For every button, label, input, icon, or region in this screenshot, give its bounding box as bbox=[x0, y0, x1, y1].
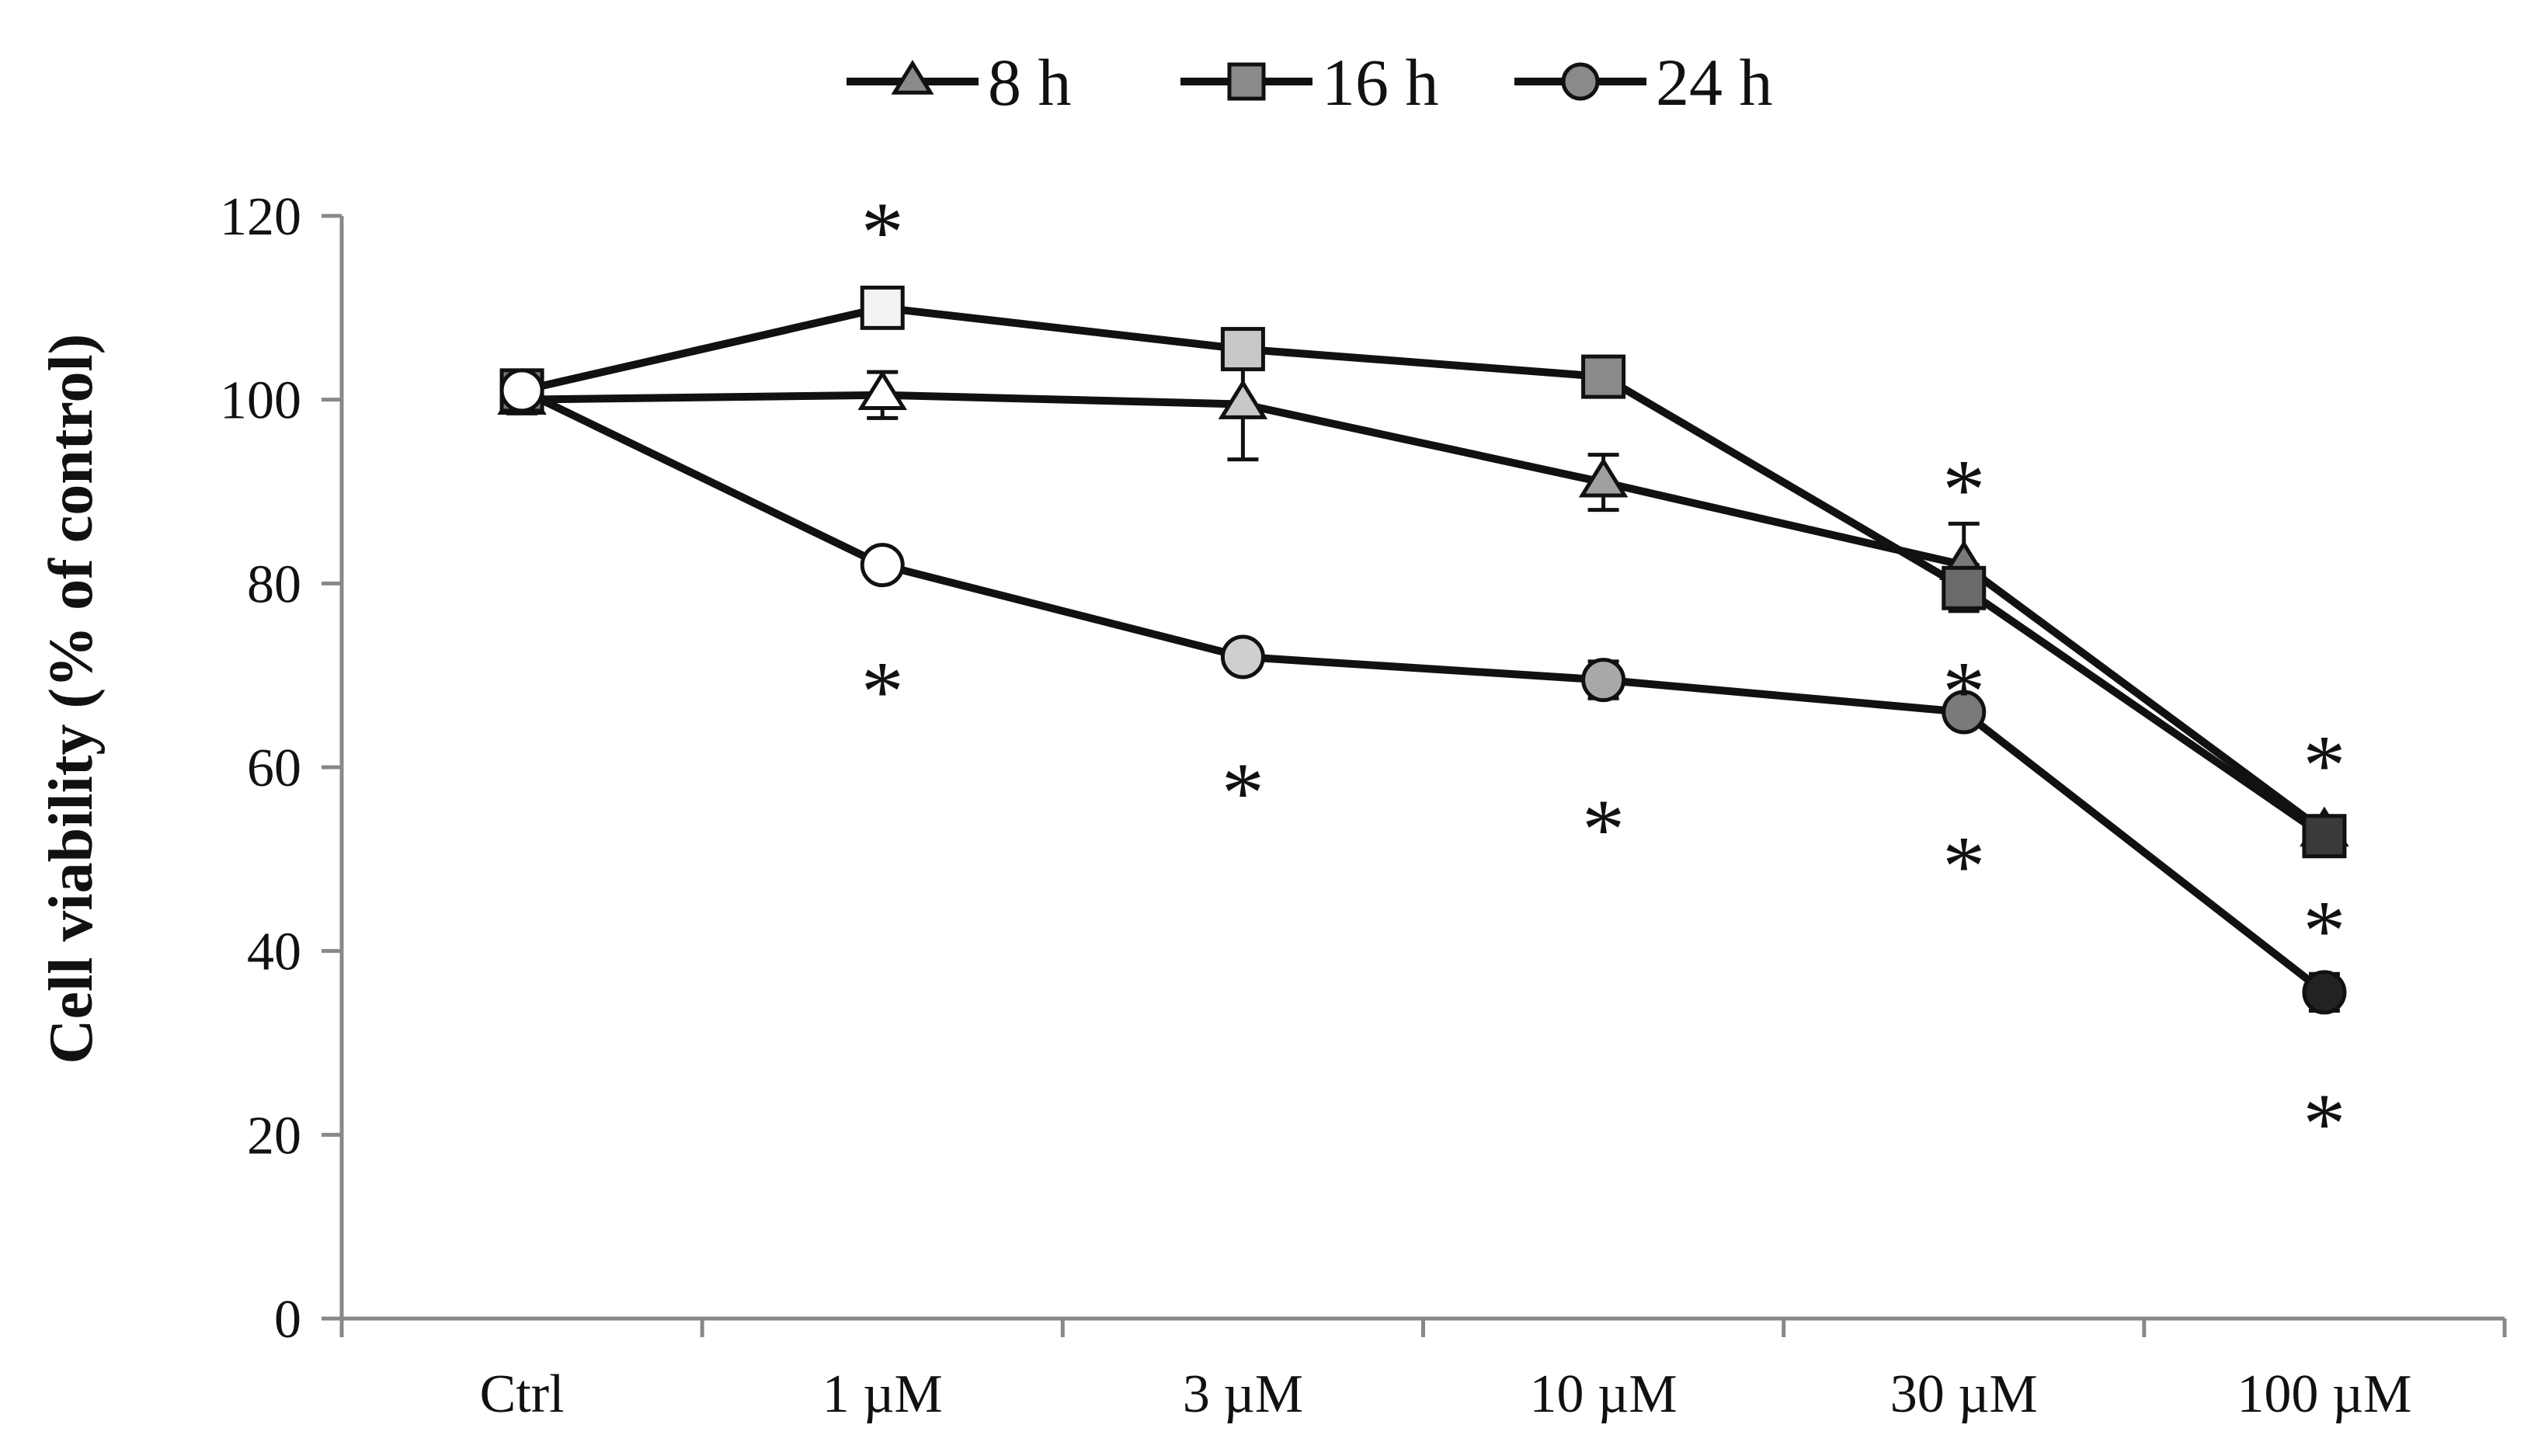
legend-marker-16-h bbox=[1227, 62, 1266, 101]
series-line-16-h bbox=[520, 304, 2327, 839]
series-layer bbox=[497, 285, 2349, 1015]
significance-star-1-um: * bbox=[861, 645, 904, 739]
series-line-24-h bbox=[520, 387, 2327, 996]
y-tick-label: 80 bbox=[247, 554, 301, 614]
legend-marker-24-h bbox=[1561, 62, 1600, 101]
x-tick-label-10-um: 10 µM bbox=[1530, 1364, 1678, 1424]
y-tick-label: 60 bbox=[247, 738, 301, 798]
legend-entry-8-h: 8 h bbox=[847, 45, 1072, 120]
data-point-16-h-1-um bbox=[860, 285, 905, 330]
significance-annotations: * * * * * * * * * * bbox=[861, 185, 2346, 1171]
significance-star-1-um: * bbox=[861, 185, 904, 280]
significance-star-30-um: * bbox=[1942, 645, 1985, 739]
y-tick-label: 40 bbox=[247, 923, 301, 982]
x-tick-label-30-um: 30 µM bbox=[1890, 1364, 2038, 1424]
x-axis: Ctrl 1 µM 3 µM 10 µM 30 µM 100 µM bbox=[339, 1316, 2507, 1424]
significance-star-100-um: * bbox=[2303, 883, 2345, 978]
series-line-8-h bbox=[522, 391, 2327, 835]
y-tick-label: 20 bbox=[247, 1106, 301, 1166]
data-point-24-h-ctrl bbox=[499, 368, 544, 413]
legend-label-8-h: 8 h bbox=[988, 45, 1072, 120]
legend-label-24-h: 24 h bbox=[1656, 45, 1773, 120]
significance-star-100-um: * bbox=[2303, 1076, 2345, 1171]
significance-star-10-um: * bbox=[1582, 782, 1625, 877]
legend-entry-16-h: 16 h bbox=[1180, 45, 1439, 120]
significance-star-30-um: * bbox=[1942, 819, 1985, 914]
y-axis: 0 20 40 60 80 100 120 bbox=[220, 187, 344, 1350]
data-point-8-h-1-um bbox=[857, 370, 908, 411]
data-point-16-h-30-um bbox=[1942, 565, 1987, 610]
x-tick-label-3-um: 3 µM bbox=[1183, 1364, 1303, 1424]
significance-star-100-um: * bbox=[2303, 718, 2345, 812]
data-point-24-h-30-um bbox=[1942, 690, 1987, 735]
legend-marker-8-h bbox=[891, 60, 934, 95]
y-tick-label: 100 bbox=[220, 371, 301, 431]
data-point-8-h-3-um bbox=[1218, 379, 1268, 419]
y-axis-label: Cell viability (% of control) bbox=[37, 334, 106, 1065]
data-point-16-h-3-um bbox=[1220, 327, 1265, 372]
legend-entry-24-h: 24 h bbox=[1514, 45, 1773, 120]
data-point-24-h-1-um bbox=[860, 543, 905, 588]
data-point-16-h-10-um bbox=[1581, 354, 1626, 399]
data-point-16-h-100-um bbox=[2302, 814, 2347, 859]
data-point-24-h-100-um bbox=[2302, 970, 2347, 1015]
legend: 8 h 16 h 24 h bbox=[847, 45, 1773, 120]
x-tick-label-ctrl: Ctrl bbox=[480, 1364, 565, 1424]
significance-star-30-um: * bbox=[1942, 442, 1985, 537]
y-tick-label: 0 bbox=[274, 1290, 301, 1350]
data-point-24-h-3-um bbox=[1220, 634, 1265, 679]
x-tick-label-1-um: 1 µM bbox=[822, 1364, 943, 1424]
data-point-24-h-10-um bbox=[1581, 658, 1626, 703]
y-tick-label: 120 bbox=[220, 187, 301, 247]
data-point-8-h-10-um bbox=[1578, 457, 1629, 498]
x-tick-label-100-um: 100 µM bbox=[2237, 1364, 2411, 1424]
significance-star-3-um: * bbox=[1222, 745, 1264, 840]
legend-label-16-h: 16 h bbox=[1322, 45, 1439, 120]
